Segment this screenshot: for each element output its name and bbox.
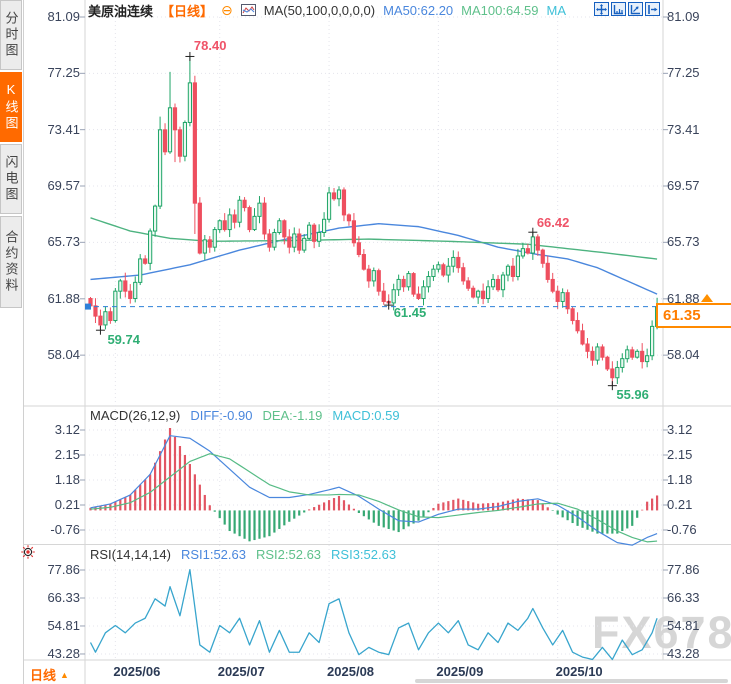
axis-scale-icon[interactable]: [611, 2, 626, 16]
rsi3-value: RSI3:52.63: [331, 547, 397, 562]
period-label: 日线: [30, 668, 57, 683]
rsi-formula: RSI(14,14,14): [90, 547, 171, 562]
collapse-right-icon[interactable]: [645, 2, 660, 16]
horizontal-scrollbar-thumb[interactable]: [415, 679, 728, 683]
fx678-watermark: FX678: [592, 607, 731, 658]
macd-panel-header: MACD(26,12,9) DIFF:-0.90 DEA:-1.19 MACD:…: [90, 408, 400, 423]
symbol-name: 美原油连续: [88, 3, 154, 19]
macd-macd-value: MACD:0.59: [332, 408, 400, 423]
sidebar-item-contract-info[interactable]: 合约资料: [0, 216, 22, 308]
indicator-settings-icon[interactable]: [21, 545, 35, 564]
axis-pointer-icon[interactable]: [628, 2, 643, 16]
chart-header: 美原油连续 【日线】 ⊖ MA(50,100,0,0,0,0) MA50:62.…: [88, 2, 567, 19]
rsi-panel-header: RSI(14,14,14) RSI1:52.63 RSI2:52.63 RSI3…: [90, 547, 396, 562]
rsi2-value: RSI2:52.63: [255, 547, 322, 562]
period-tag: 【日线】: [161, 3, 214, 19]
indicator-chart-icon[interactable]: [240, 4, 256, 16]
sidebar: 分时图 K线图 闪电图 合约资料: [0, 0, 24, 684]
ma100-value: MA100:64.59: [461, 2, 539, 18]
sidebar-item-time-chart[interactable]: 分时图: [0, 0, 22, 70]
period-selector[interactable]: 日线 ▲: [30, 665, 69, 684]
ma-extra-value: MA: [546, 2, 567, 18]
collapse-indicator-icon[interactable]: ⊖: [221, 2, 233, 18]
ma-formula: MA(50,100,0,0,0,0): [263, 2, 376, 18]
rsi1-value: RSI1:52.63: [180, 547, 246, 562]
sidebar-item-lightning-chart[interactable]: 闪电图: [0, 144, 22, 214]
ma50-value: MA50:62.20: [383, 2, 454, 18]
chart-toolbar: [594, 2, 660, 16]
move-tool-icon[interactable]: [594, 2, 609, 16]
macd-formula: MACD(26,12,9): [90, 408, 181, 423]
macd-diff-value: DIFF:-0.90: [190, 408, 253, 423]
macd-dea-value: DEA:-1.19: [262, 408, 323, 423]
price-up-arrow-icon: [701, 294, 713, 302]
sidebar-item-kline-chart[interactable]: K线图: [0, 72, 22, 142]
last-price-box: 61.35: [656, 303, 731, 328]
period-dropdown-arrow-icon: ▲: [60, 669, 69, 680]
